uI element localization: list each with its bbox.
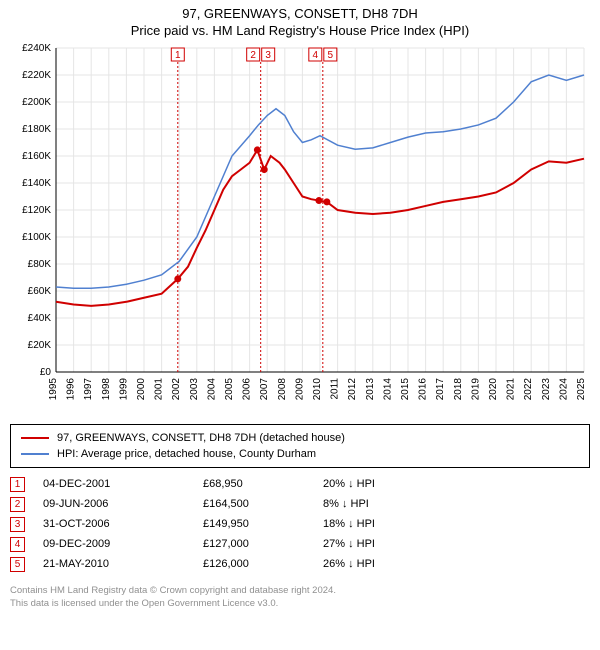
svg-text:£160K: £160K	[22, 151, 51, 162]
sale-price: £149,950	[203, 518, 323, 530]
svg-text:2014: 2014	[382, 378, 393, 401]
sale-diff: 26% ↓ HPI	[323, 558, 463, 570]
footnote-line: This data is licensed under the Open Gov…	[10, 597, 590, 610]
legend-label: 97, GREENWAYS, CONSETT, DH8 7DH (detache…	[57, 432, 345, 444]
svg-text:2010: 2010	[312, 378, 323, 401]
svg-text:1: 1	[175, 50, 181, 61]
svg-text:2006: 2006	[242, 378, 253, 401]
svg-text:2015: 2015	[400, 378, 411, 401]
svg-text:2022: 2022	[523, 378, 534, 401]
svg-text:1999: 1999	[118, 378, 129, 401]
svg-text:2016: 2016	[418, 378, 429, 401]
svg-text:2012: 2012	[347, 378, 358, 401]
sale-date: 09-JUN-2006	[43, 498, 203, 510]
svg-text:2023: 2023	[541, 378, 552, 401]
svg-text:£60K: £60K	[28, 286, 52, 297]
legend-item: HPI: Average price, detached house, Coun…	[21, 446, 579, 462]
svg-text:2007: 2007	[259, 378, 270, 401]
svg-text:2001: 2001	[154, 378, 165, 401]
svg-text:4: 4	[313, 50, 319, 61]
svg-text:£140K: £140K	[22, 178, 51, 189]
sale-price: £127,000	[203, 538, 323, 550]
footnote-line: Contains HM Land Registry data © Crown c…	[10, 584, 590, 597]
svg-text:2004: 2004	[206, 378, 217, 401]
sale-index-badge: 1	[10, 477, 25, 492]
svg-text:2008: 2008	[277, 378, 288, 401]
svg-text:£100K: £100K	[22, 232, 51, 243]
svg-text:1996: 1996	[66, 378, 77, 401]
sale-index-badge: 4	[10, 537, 25, 552]
svg-text:2005: 2005	[224, 378, 235, 401]
sale-row: 5 21-MAY-2010£126,00026% ↓ HPI	[10, 554, 590, 574]
svg-text:2011: 2011	[330, 378, 341, 400]
footnote: Contains HM Land Registry data © Crown c…	[10, 584, 590, 611]
svg-text:£80K: £80K	[28, 259, 52, 270]
svg-text:2021: 2021	[506, 378, 517, 401]
svg-text:2000: 2000	[136, 378, 147, 401]
svg-text:£200K: £200K	[22, 97, 51, 108]
svg-text:2013: 2013	[365, 378, 376, 401]
svg-text:2: 2	[250, 50, 256, 61]
svg-text:2009: 2009	[294, 378, 305, 401]
legend-item: 97, GREENWAYS, CONSETT, DH8 7DH (detache…	[21, 430, 579, 446]
sales-table: 1 04-DEC-2001£68,95020% ↓ HPI 2 09-JUN-2006…	[10, 474, 590, 574]
sale-price: £164,500	[203, 498, 323, 510]
svg-text:£180K: £180K	[22, 124, 51, 135]
sale-price: £68,950	[203, 478, 323, 490]
svg-text:1995: 1995	[48, 378, 59, 401]
sale-diff: 18% ↓ HPI	[323, 518, 463, 530]
sale-price: £126,000	[203, 558, 323, 570]
sale-index-badge: 2	[10, 497, 25, 512]
svg-text:£20K: £20K	[28, 340, 52, 351]
sale-date: 09-DEC-2009	[43, 538, 203, 550]
svg-text:2019: 2019	[470, 378, 481, 401]
sale-diff: 8% ↓ HPI	[323, 498, 463, 510]
sale-date: 04-DEC-2001	[43, 478, 203, 490]
svg-text:£0: £0	[40, 367, 52, 378]
sale-diff: 20% ↓ HPI	[323, 478, 463, 490]
svg-text:2002: 2002	[171, 378, 182, 401]
page-subtitle: Price paid vs. HM Land Registry's House …	[10, 23, 590, 38]
sale-diff: 27% ↓ HPI	[323, 538, 463, 550]
svg-text:5: 5	[328, 50, 334, 61]
legend-swatch	[21, 437, 49, 439]
svg-text:2018: 2018	[453, 378, 464, 401]
svg-text:1998: 1998	[101, 378, 112, 401]
sale-row: 3 31-OCT-2006£149,95018% ↓ HPI	[10, 514, 590, 534]
sale-index-badge: 3	[10, 517, 25, 532]
sale-row: 1 04-DEC-2001£68,95020% ↓ HPI	[10, 474, 590, 494]
svg-text:3: 3	[265, 50, 271, 61]
svg-text:£240K: £240K	[22, 43, 51, 54]
sale-date: 21-MAY-2010	[43, 558, 203, 570]
sale-index-badge: 5	[10, 557, 25, 572]
sale-date: 31-OCT-2006	[43, 518, 203, 530]
sale-row: 4 09-DEC-2009£127,00027% ↓ HPI	[10, 534, 590, 554]
legend-swatch	[21, 453, 49, 455]
svg-text:£40K: £40K	[28, 313, 52, 324]
svg-text:2017: 2017	[435, 378, 446, 401]
svg-text:1997: 1997	[83, 378, 94, 401]
svg-text:£120K: £120K	[22, 205, 51, 216]
svg-text:2024: 2024	[558, 378, 569, 401]
svg-text:£220K: £220K	[22, 70, 51, 81]
page-title: 97, GREENWAYS, CONSETT, DH8 7DH	[10, 6, 590, 21]
sale-row: 2 09-JUN-2006£164,5008% ↓ HPI	[10, 494, 590, 514]
svg-text:2025: 2025	[576, 378, 587, 401]
svg-text:2003: 2003	[189, 378, 200, 401]
price-chart: £0 £20K £40K £60K £80K £100K £120K £140K £160K £1…	[10, 38, 590, 418]
legend-label: HPI: Average price, detached house, Coun…	[57, 448, 316, 460]
legend: 97, GREENWAYS, CONSETT, DH8 7DH (detache…	[10, 424, 590, 468]
svg-text:2020: 2020	[488, 378, 499, 401]
